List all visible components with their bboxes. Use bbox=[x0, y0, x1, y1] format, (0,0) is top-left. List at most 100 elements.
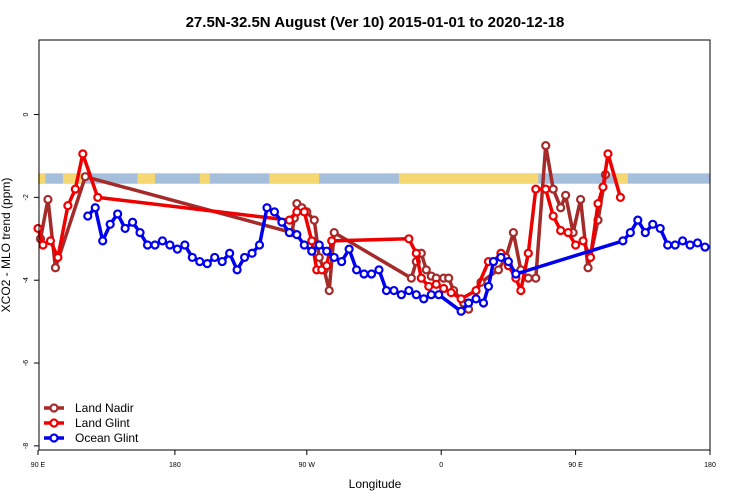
data-point bbox=[531, 273, 541, 283]
data-point bbox=[63, 201, 73, 211]
data-point bbox=[351, 265, 362, 275]
data-point bbox=[618, 236, 628, 246]
data-point bbox=[53, 252, 63, 263]
ocean-band bbox=[39, 173, 710, 184]
data-point bbox=[531, 184, 541, 194]
series-line bbox=[86, 205, 706, 314]
data-point bbox=[578, 236, 588, 246]
data-point bbox=[404, 234, 414, 244]
data-point bbox=[307, 246, 317, 256]
data-point bbox=[239, 252, 250, 263]
data-point bbox=[389, 285, 399, 296]
legend-swatch-marker bbox=[49, 403, 59, 413]
data-point bbox=[324, 285, 334, 296]
data-point bbox=[700, 242, 710, 252]
data-point bbox=[374, 265, 384, 275]
data-point bbox=[434, 290, 444, 300]
land-band-segment bbox=[398, 173, 539, 184]
data-point bbox=[439, 283, 449, 294]
data-point bbox=[50, 263, 61, 273]
data-point bbox=[404, 285, 414, 296]
y-tick-label: -8 bbox=[23, 443, 30, 449]
data-point bbox=[292, 230, 302, 240]
legend-label: Land Nadir bbox=[75, 401, 134, 415]
data-point bbox=[78, 149, 88, 159]
data-point bbox=[329, 227, 339, 238]
data-point bbox=[640, 227, 650, 238]
data-point bbox=[598, 182, 608, 192]
data-point bbox=[424, 281, 434, 292]
x-tick-label: 90 E bbox=[31, 462, 46, 469]
legend-label: Ocean Glint bbox=[75, 431, 139, 445]
data-point bbox=[93, 192, 103, 202]
data-point bbox=[685, 240, 695, 250]
data-point bbox=[625, 227, 635, 238]
land-band-segment bbox=[137, 173, 155, 184]
data-point bbox=[593, 198, 603, 209]
x-tick-label: 90 W bbox=[299, 462, 316, 469]
data-point bbox=[70, 184, 80, 194]
y-axis-label: XCO2 - MLO trend (ppm) bbox=[0, 178, 13, 313]
data-point bbox=[411, 290, 421, 300]
data-point bbox=[496, 252, 506, 263]
land-band-segment bbox=[615, 173, 628, 184]
data-point bbox=[655, 223, 665, 234]
data-point bbox=[337, 256, 347, 267]
data-point bbox=[329, 252, 339, 263]
data-point bbox=[232, 265, 242, 275]
data-point bbox=[366, 269, 377, 279]
data-point bbox=[299, 240, 309, 250]
data-point bbox=[523, 273, 533, 283]
x-axis: 90 E 180 90 W 0 90 E 180 bbox=[31, 450, 716, 469]
data-point bbox=[150, 240, 160, 250]
data-point bbox=[217, 256, 227, 267]
data-point bbox=[157, 236, 168, 246]
data-point bbox=[508, 227, 518, 238]
x-tick-label: 0 bbox=[439, 462, 443, 469]
x-tick-label: 180 bbox=[704, 462, 716, 469]
data-point bbox=[269, 207, 280, 217]
data-point bbox=[411, 248, 421, 258]
data-point bbox=[516, 285, 526, 296]
data-point bbox=[277, 217, 287, 227]
x-tick-label: 90 E bbox=[568, 462, 583, 469]
data-point bbox=[127, 217, 138, 227]
data-point bbox=[322, 246, 332, 256]
data-point bbox=[359, 269, 369, 279]
data-point bbox=[90, 203, 100, 213]
data-point bbox=[478, 298, 489, 308]
data-point bbox=[483, 281, 494, 292]
y-axis: 0 -2 -4 -6 -8 bbox=[23, 112, 39, 449]
land-band-segment bbox=[38, 173, 46, 184]
data-point bbox=[180, 240, 190, 250]
data-point bbox=[541, 184, 551, 194]
data-point bbox=[556, 203, 566, 213]
data-point bbox=[307, 236, 317, 246]
data-point bbox=[663, 240, 673, 250]
data-point bbox=[225, 248, 235, 258]
plot-frame bbox=[38, 39, 711, 451]
data-point bbox=[503, 256, 513, 267]
data-point bbox=[406, 273, 416, 283]
legend-label: Land Glint bbox=[75, 416, 130, 430]
legend-item: Land Glint bbox=[44, 416, 130, 430]
data-point bbox=[120, 223, 130, 234]
data-point bbox=[421, 265, 431, 275]
data-point bbox=[172, 244, 182, 254]
data-point bbox=[603, 149, 613, 159]
data-point bbox=[431, 279, 441, 289]
data-point bbox=[381, 285, 392, 296]
y-tick-label: -6 bbox=[23, 360, 30, 366]
data-point bbox=[570, 240, 581, 250]
data-point bbox=[575, 194, 586, 205]
y-tick-label: -4 bbox=[23, 277, 30, 283]
data-point bbox=[456, 306, 466, 316]
series-1 bbox=[33, 149, 626, 304]
data-point bbox=[463, 298, 474, 308]
data-point bbox=[488, 256, 499, 267]
data-point bbox=[419, 294, 429, 304]
y-tick-label: 0 bbox=[23, 112, 30, 116]
legend-item: Ocean Glint bbox=[44, 431, 139, 445]
data-point bbox=[456, 294, 466, 304]
